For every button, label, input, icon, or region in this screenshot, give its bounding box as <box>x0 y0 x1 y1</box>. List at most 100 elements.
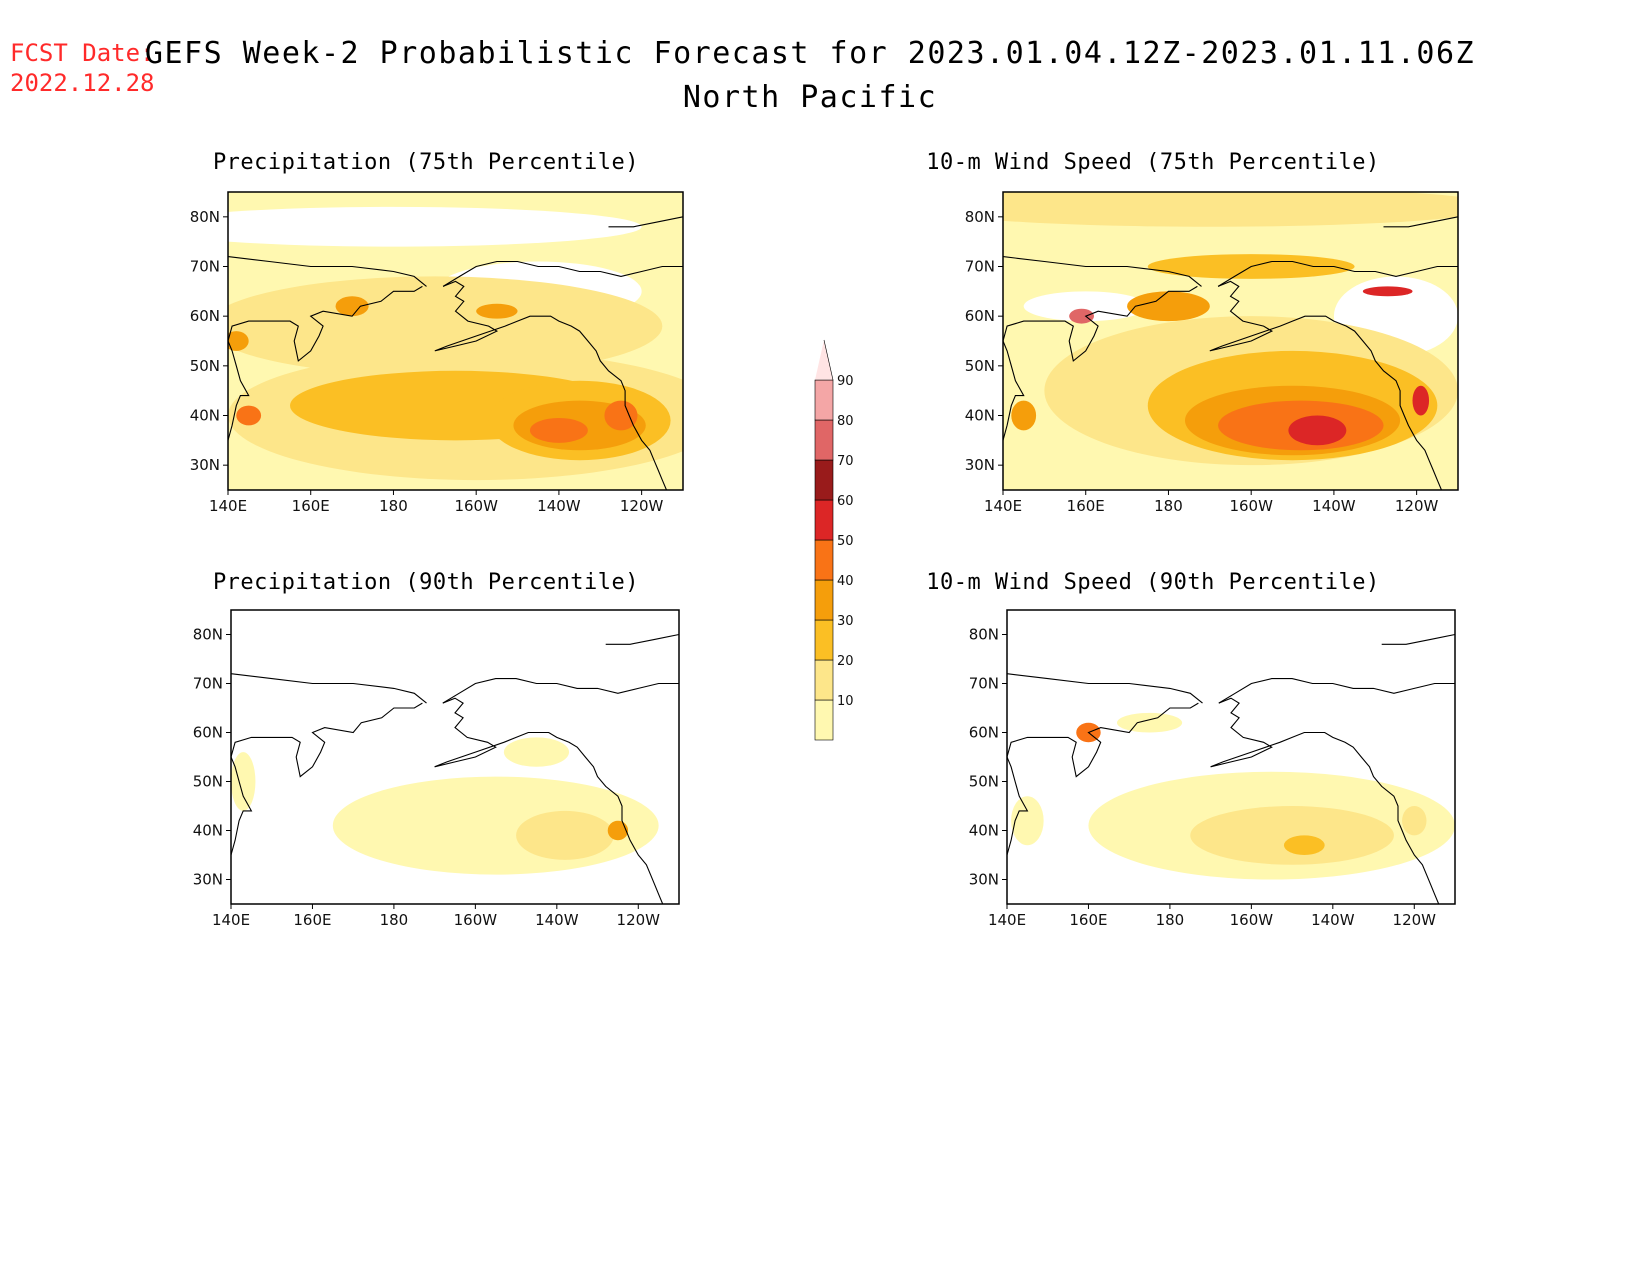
coastline-alaska-north <box>1218 678 1455 704</box>
coastline-arctic <box>1006 673 1203 704</box>
colorbar-level-label: 80 <box>837 414 854 429</box>
shade-10 <box>1011 796 1044 846</box>
lat-tick-label: 40N <box>190 407 220 425</box>
colorbar-level-label: 90 <box>837 374 854 389</box>
shade-20 <box>228 276 663 376</box>
map-frame <box>230 609 680 905</box>
lon-tick-label: 140E <box>209 497 247 515</box>
lon-tick-label: 160E <box>1069 911 1107 929</box>
lon-tick-label: 160W <box>1229 497 1273 515</box>
map-fill-precip90 <box>231 610 679 904</box>
coastline-arctic-islands <box>608 216 684 228</box>
colorbar-level-label: 40 <box>837 574 854 589</box>
lat-tick-label: 80N <box>965 208 995 226</box>
map-fill-wind75 <box>1003 192 1458 490</box>
lat-tick-label: 40N <box>969 822 999 840</box>
lon-tick-label: 140E <box>988 911 1026 929</box>
coastline-asia <box>1002 285 1198 441</box>
shade-50 <box>236 405 262 426</box>
lon-tick-label: 120W <box>617 911 661 929</box>
lat-tick-label: 60N <box>190 307 220 325</box>
shade-10 <box>503 737 570 767</box>
shade-clear <box>228 206 642 247</box>
map-fill-wind90 <box>1007 610 1455 904</box>
shade-40 <box>1127 291 1210 322</box>
colorbar-box <box>814 419 834 461</box>
lon-tick-label: 140E <box>984 497 1022 515</box>
shade-80 <box>1069 308 1095 324</box>
colorbar-box <box>814 699 834 741</box>
coastline-north-america <box>434 697 664 905</box>
coastline-alaska-north <box>1217 260 1458 287</box>
lat-tick-label: 40N <box>965 407 995 425</box>
lat-tick-label: 80N <box>190 208 220 226</box>
title-line2: North Pacific <box>682 80 938 115</box>
map-panel-wind90: 80N 70N 60N 50N 40N 30N 140E 160E 180 160W 140W 120… <box>969 609 1456 929</box>
lat-tick-label: 70N <box>190 258 220 276</box>
lat-tick-label: 70N <box>969 675 999 693</box>
map-fill-precip75 <box>228 192 683 490</box>
map-frame <box>227 191 684 491</box>
colorbar-box <box>814 579 834 621</box>
coastline-alaska-north <box>442 678 679 704</box>
coastline-north-america <box>1210 697 1440 905</box>
lon-tick-label: 160E <box>293 911 331 929</box>
shade-40 <box>1011 400 1037 431</box>
lon-tick-label: 160E <box>292 497 330 515</box>
fcst-label: FCST Date: <box>10 39 155 67</box>
lat-tick-label: 30N <box>969 871 999 889</box>
lon-tick-label: 140W <box>535 911 579 929</box>
coastline-asia <box>1006 702 1199 856</box>
map-panel-wind75: 80N 70N 60N 50N 40N 30N 140E 160E 180 160W 140W 120… <box>965 191 1459 515</box>
lat-tick-label: 80N <box>969 626 999 644</box>
lat-tick-label: 30N <box>965 456 995 474</box>
lat-tick-label: 60N <box>193 724 223 742</box>
coastline-alaska-north <box>442 260 683 287</box>
lon-tick-label: 180 <box>379 497 408 515</box>
colorbar-cap <box>815 339 834 381</box>
shade-30 <box>1283 835 1325 855</box>
shade-50 <box>604 400 638 431</box>
lat-tick-label: 40N <box>193 822 223 840</box>
lon-tick-label: 140E <box>212 911 250 929</box>
colorbar-level-label: 70 <box>837 454 854 469</box>
lat-tick-label: 70N <box>193 675 223 693</box>
lon-tick-label: 180 <box>1154 497 1183 515</box>
shade-40 <box>228 331 249 351</box>
shade-20 <box>1402 806 1427 836</box>
shade-10 <box>1116 712 1183 733</box>
colorbar-level-label: 60 <box>837 494 854 509</box>
colorbar-level-label: 20 <box>837 654 854 669</box>
colorbar-level-label: 30 <box>837 614 854 629</box>
map-frame <box>1006 609 1456 905</box>
lon-tick-label: 180 <box>1156 911 1185 929</box>
lon-tick-label: 140W <box>1311 911 1355 929</box>
panel-title-precip90: Precipitation (90th Percentile) <box>212 570 640 595</box>
lat-tick-label: 50N <box>193 773 223 791</box>
panel-title-wind75: 10-m Wind Speed (75th Percentile) <box>926 150 1380 175</box>
lon-tick-label: 120W <box>620 497 664 515</box>
colorbar-level-label: 10 <box>837 694 854 709</box>
shade-20 <box>1190 806 1394 865</box>
lat-tick-label: 50N <box>969 773 999 791</box>
coastline-asia <box>230 702 423 856</box>
lon-tick-label: 160W <box>454 911 498 929</box>
panel-title-precip75: Precipitation (75th Percentile) <box>212 150 640 175</box>
shade-60 <box>1412 385 1430 416</box>
lat-tick-label: 50N <box>190 357 220 375</box>
coastline-arctic <box>230 673 427 704</box>
colorbar-box <box>814 539 834 581</box>
shade-clear <box>1023 291 1148 322</box>
colorbar-box <box>814 379 834 421</box>
lat-tick-label: 30N <box>193 871 223 889</box>
map-panel-precip75: 80N 70N 60N 50N 40N 30N 140E 160E 180 160W 140W 120… <box>190 191 684 515</box>
coastline-arctic <box>1002 256 1202 287</box>
shade-50 <box>529 417 588 443</box>
colorbar: 10 20 30 40 50 60 70 80 90 <box>814 339 854 741</box>
colorbar-box <box>814 459 834 501</box>
coastline-arctic-islands <box>605 633 680 645</box>
coastline-arctic-islands <box>1383 216 1459 228</box>
colorbar-level-label: 50 <box>837 534 854 549</box>
lon-tick-label: 120W <box>1393 911 1437 929</box>
